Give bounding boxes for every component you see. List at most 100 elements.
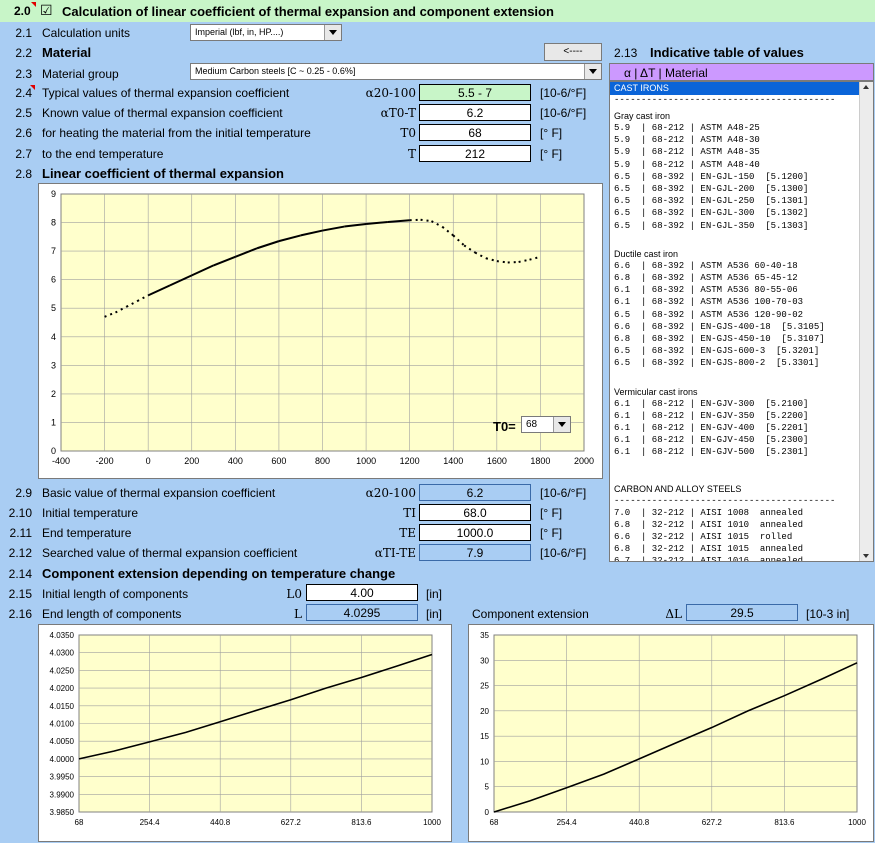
coef-chart: -400 -200 0 200 400 600 800 1000 1200 1400 1600 180…	[51, 189, 594, 466]
end-temp-input[interactable]: 212	[419, 145, 531, 162]
y-tick-label: 10	[480, 757, 489, 766]
list-item[interactable]: 6.1 | 68-392 | ASTM A536 80-55-06	[614, 285, 798, 296]
list-item[interactable]: 6.6 | 68-392 | EN-GJS-400-18 [5.3105]	[614, 321, 825, 332]
list-item[interactable]: 6.5 | 68-392 | EN-GJL-200 [5.1300]	[614, 184, 809, 194]
list-item[interactable]: 6.1 | 68-212 | EN-GJV-300 [5.2100]	[614, 398, 809, 409]
x-tick-label: 440.8	[210, 818, 231, 827]
list-item[interactable]: 6.8 | 68-392 | ASTM A536 65-45-12	[614, 273, 798, 283]
list-item[interactable]: 6.5 | 68-392 | EN-GJS-600-3 [5.3201]	[614, 346, 820, 357]
back-button[interactable]: <----	[544, 43, 602, 61]
symbol-t: T	[407, 147, 416, 161]
chevron-down-icon[interactable]	[584, 64, 601, 79]
y-tick-label: 0	[51, 446, 56, 456]
section-number: 2.0	[14, 4, 31, 18]
y-tick-label: 3	[51, 360, 56, 370]
extension-chart: 68 254.4 440.8 627.2 813.6 1000 0 5 10 15 20 25 30 35	[480, 631, 866, 827]
list-scrollbar[interactable]	[859, 82, 873, 561]
symbol-ti: TI	[403, 506, 416, 520]
y-tick-label: 9	[51, 189, 56, 199]
row-num-2-10: 2.10	[8, 506, 32, 520]
initial-length-input[interactable]: 4.00	[306, 584, 418, 601]
list-item[interactable]: 6.7 | 32-212 | AISI 1016 annealed	[614, 556, 804, 562]
list-item[interactable]: 6.5 | 68-392 | EN-GJL-150 [5.1200]	[614, 171, 809, 182]
length-chart: 68 254.4 440.8 627.2 813.6 1000 3.9850 3.9900 3.…	[50, 631, 442, 827]
label-initial-temp: for heating the material from the initia…	[42, 126, 311, 140]
symbol-delta-l: ΔL	[665, 607, 682, 621]
series-segment	[300, 229, 323, 237]
row-num-2-9: 2.9	[15, 486, 32, 500]
list-item[interactable]: 6.8 | 32-212 | AISI 1015 annealed	[614, 544, 804, 555]
symbol-alpha-20-100: α20-100	[365, 86, 416, 100]
list-group-title[interactable]: Ductile cast iron	[614, 248, 679, 259]
row-num-2-2: 2.2	[15, 46, 32, 60]
list-item[interactable]: 6.1 | 68-212 | EN-GJV-500 [5.2301]	[614, 447, 809, 458]
symbol-l: L	[294, 607, 302, 621]
x-tick-label: 800	[315, 456, 330, 466]
known-value-input[interactable]: 6.2	[419, 104, 531, 121]
list-item[interactable]: 6.1 | 68-392 | ASTM A536 100-70-03	[614, 297, 804, 308]
section-checkbox[interactable]: ☑	[40, 2, 53, 18]
list-item[interactable]: 6.1 | 68-212 | EN-GJV-400 [5.2201]	[614, 423, 809, 433]
x-tick-label: 1600	[487, 456, 507, 466]
unit-extension: [10-3 in]	[806, 607, 850, 621]
list-item[interactable]: 5.9 | 68-212 | ASTM A48-25	[614, 123, 760, 133]
list-item[interactable]: 5.9 | 68-212 | ASTM A48-35	[614, 147, 760, 158]
t0-select[interactable]: 68	[521, 416, 571, 433]
chevron-down-icon[interactable]	[324, 25, 341, 40]
list-item[interactable]: 6.5 | 68-392 | ASTM A536 120-90-02	[614, 309, 804, 320]
scroll-up-icon[interactable]	[863, 85, 869, 89]
initial-temperature-input[interactable]: 68.0	[419, 504, 531, 521]
values-list[interactable]: CAST IRONS -----------------------------…	[609, 81, 874, 562]
list-selected-item[interactable]: CAST IRONS	[610, 82, 860, 95]
row-num-2-6: 2.6	[15, 126, 32, 140]
x-tick-label: 813.6	[774, 818, 795, 827]
end-temperature-input[interactable]: 1000.0	[419, 524, 531, 541]
list-item[interactable]: 5.9 | 68-212 | ASTM A48-40	[614, 159, 760, 170]
list-item[interactable]: 6.5 | 68-392 | EN-GJL-300 [5.1302]	[614, 208, 809, 219]
series-segment	[322, 225, 345, 232]
list-item[interactable]: 6.5 | 68-392 | EN-GJS-800-2 [5.3301]	[614, 358, 820, 369]
list-item[interactable]: 6.1 | 68-212 | EN-GJV-450 [5.2300]	[614, 435, 809, 446]
material-group-select[interactable]: Medium Carbon steels [C ~ 0.25 - 0.6%]	[190, 63, 602, 80]
x-tick-label: 254.4	[557, 818, 578, 827]
label-material: Material	[42, 45, 92, 60]
series-segment	[452, 234, 465, 247]
units-select[interactable]: Imperial (lbf, in, HP....)	[190, 24, 342, 41]
y-tick-label: 5	[485, 783, 490, 792]
symbol-alpha-t0-t: αT0-T	[380, 106, 416, 120]
scroll-down-icon[interactable]	[863, 554, 869, 558]
row-num-2-7: 2.7	[15, 147, 32, 161]
list-group-title[interactable]: CARBON AND ALLOY STEELS	[614, 483, 742, 494]
list-group-title[interactable]: Vermicular cast irons	[614, 386, 698, 397]
list-divider: ----------------------------------------…	[614, 495, 836, 506]
list-item[interactable]: 7.0 | 32-212 | AISI 1008 annealed	[614, 507, 804, 518]
unit-temp: [° F]	[540, 147, 563, 161]
list-item[interactable]: 6.6 | 32-212 | AISI 1015 rolled	[614, 532, 793, 542]
length-chart-panel: 68 254.4 440.8 627.2 813.6 1000 3.9850 3.9900 3.…	[38, 624, 452, 842]
y-tick-label: 0	[485, 808, 490, 817]
initial-temp-input[interactable]: 68	[419, 124, 531, 141]
list-item[interactable]: 6.5 | 68-392 | EN-GJL-250 [5.1301]	[614, 196, 809, 207]
x-tick-label: 627.2	[281, 818, 302, 827]
list-item[interactable]: 6.8 | 32-212 | AISI 1010 annealed	[614, 519, 804, 530]
searched-value-output: 7.9	[419, 544, 531, 561]
row-num-2-8: 2.8	[15, 167, 32, 181]
typical-values-output: 5.5 - 7	[419, 84, 531, 101]
y-tick-label: 4.0150	[50, 702, 75, 711]
x-tick-label: 1000	[848, 818, 866, 827]
label-material-group: Material group	[42, 67, 119, 81]
list-item[interactable]: 6.5 | 68-392 | EN-GJL-350 [5.1303]	[614, 220, 809, 231]
x-tick-label: 627.2	[702, 818, 723, 827]
list-item[interactable]: 6.8 | 68-392 | EN-GJS-450-10 [5.3107]	[614, 334, 825, 344]
chevron-down-icon[interactable]	[553, 417, 570, 432]
series-segment	[278, 234, 301, 243]
list-item[interactable]: 6.1 | 68-212 | EN-GJV-350 [5.2200]	[614, 410, 809, 421]
x-tick-label: 200	[184, 456, 199, 466]
symbol-alpha-20-100: α20-100	[365, 486, 416, 500]
y-tick-label: 3.9900	[50, 790, 75, 799]
list-item[interactable]: 5.9 | 68-212 | ASTM A48-30	[614, 135, 760, 146]
t0-label: T0=	[493, 419, 516, 434]
list-group-title[interactable]: Gray cast iron	[614, 111, 671, 121]
series-segment	[430, 220, 443, 228]
list-item[interactable]: 6.6 | 68-392 | ASTM A536 60-40-18	[614, 260, 798, 271]
